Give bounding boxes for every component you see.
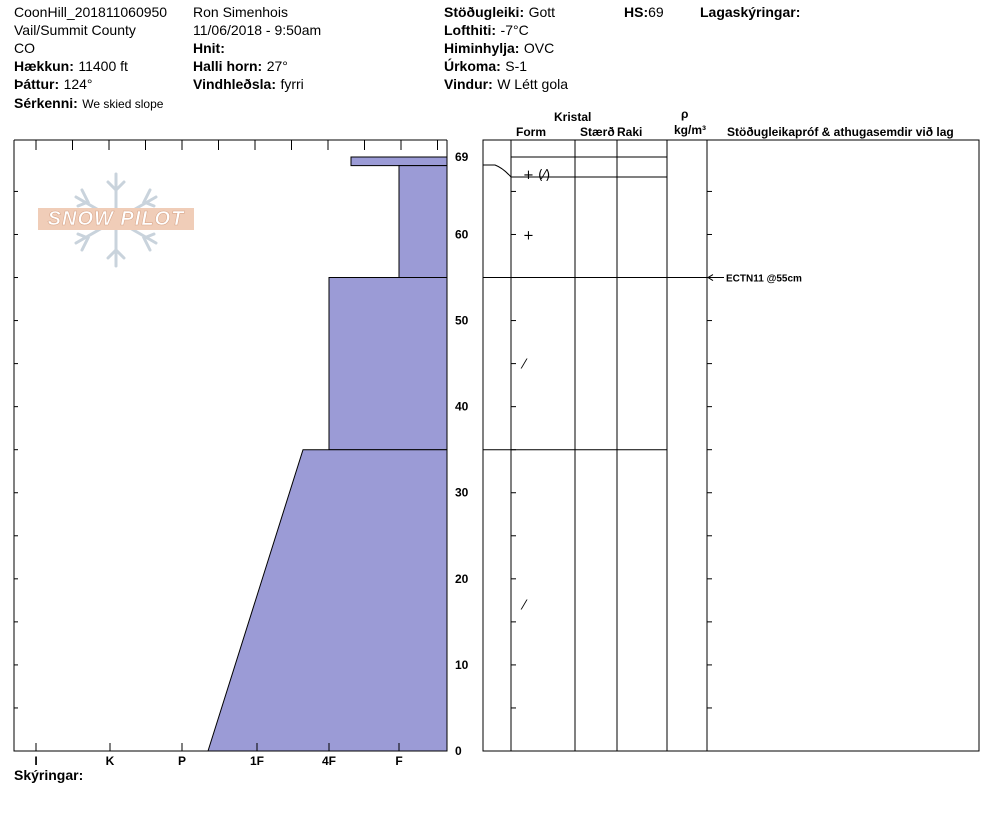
snowpilot-logo: SNOW PILOT [38, 170, 194, 270]
hardness-layer-4 [207, 449, 448, 752]
state: CO [14, 40, 35, 56]
slope-label: Halli horn: [193, 58, 263, 74]
height-label-30: 30 [455, 486, 469, 500]
hs-value: 69 [648, 4, 664, 20]
datetime: 11/06/2018 - 9:50am [193, 22, 322, 38]
observer: Ron Simenhois [193, 4, 288, 20]
precip-value: S-1 [505, 58, 528, 74]
col-rho: ρ [681, 107, 689, 121]
test-arrow-head-1 [707, 274, 714, 281]
air-temp-label: Lofthiti: [444, 22, 497, 38]
logo-text: SNOW PILOT [38, 208, 194, 230]
wind: Vindur: W Létt gola [444, 77, 568, 93]
hardness-label-4F: 4F [322, 754, 336, 768]
hardness-label-K: K [106, 754, 115, 768]
aspect: Þáttur: 124° [14, 77, 93, 93]
coords-label: Hnit: [193, 40, 225, 56]
height-label-20: 20 [455, 572, 469, 586]
sky-value: OVC [523, 40, 555, 56]
notes-label: Sérkenni: [14, 95, 78, 111]
air-temp-value: -7°C [500, 22, 529, 38]
stability-value: Gott [528, 4, 556, 20]
elevation-label: Hækkun: [14, 58, 74, 74]
height-label-40: 40 [455, 400, 469, 414]
height-label-69: 69 [455, 150, 469, 164]
wind-loading: Vindhleðsla: fyrri [193, 77, 304, 93]
hardness-layer-3 [328, 277, 448, 451]
region: Vail/Summit County [14, 22, 136, 38]
stability-label: Stöðugleiki: [444, 4, 525, 20]
notes-value: We skied slope [82, 97, 164, 111]
height-label-0: 0 [455, 744, 462, 758]
col-tests: Stöðugleikapróf & athugasemdir við lag [727, 125, 954, 139]
hardness-layer-2 [398, 165, 448, 279]
wind-label: Vindur: [444, 76, 493, 92]
hardness-label-I: I [34, 754, 37, 768]
col-moisture: Raki [617, 125, 643, 139]
hs-label: HS: [624, 4, 649, 20]
hardness-layer-1 [350, 156, 448, 167]
legend-label: Skýringar: [14, 767, 84, 783]
hardness-frame [13, 140, 448, 752]
sky-label: Himinhylja: [444, 40, 520, 56]
layer-connector [483, 164, 512, 178]
air-temp: Lofthiti: -7°C [444, 23, 529, 39]
hs: HS:69 [624, 5, 664, 21]
col-size: Stærð [580, 125, 615, 139]
slope: Halli horn: 27° [193, 59, 288, 75]
hardness-label-F: F [395, 754, 402, 768]
precip-label: Úrkoma: [444, 58, 501, 74]
height-label-60: 60 [455, 227, 469, 241]
wind-loading-value: fyrri [280, 76, 304, 92]
crystal-form-symbol-4: ⁄ [520, 599, 528, 614]
hardness-label-1F: 1F [250, 754, 264, 768]
elevation: Hækkun: 11400 ft [14, 59, 128, 75]
slope-value: 27° [266, 58, 288, 74]
layer-notes-label: Lagaskýringar: [700, 4, 801, 20]
test-annotation-1: ECTN11 @55cm [726, 274, 802, 285]
stability: Stöðugleiki: Gott [444, 5, 555, 21]
precip: Úrkoma: S-1 [444, 59, 527, 75]
strat-table-frame [482, 139, 980, 752]
wind-loading-label: Vindhleðsla: [193, 76, 276, 92]
hardness-label-P: P [178, 754, 186, 768]
col-crystal: Kristal [554, 110, 592, 124]
height-label-10: 10 [455, 658, 469, 672]
sky: Himinhylja: OVC [444, 41, 554, 57]
aspect-value: 124° [63, 76, 93, 92]
elevation-value: 11400 ft [78, 58, 128, 74]
crystal-form-symbol-3: ⁄ [520, 358, 528, 373]
height-label-50: 50 [455, 314, 469, 328]
wind-value: W Létt gola [497, 76, 569, 92]
aspect-label: Þáttur: [14, 76, 60, 92]
pit-id: CoonHill_201811060950 [14, 4, 168, 20]
crystal-form-symbol-1: + (⁄) [523, 168, 550, 183]
notes: Sérkenni: We skied slope [14, 96, 163, 112]
col-density-unit: kg/m³ [674, 123, 707, 137]
col-form: Form [516, 125, 546, 139]
crystal-form-symbol-2: + [523, 228, 534, 243]
